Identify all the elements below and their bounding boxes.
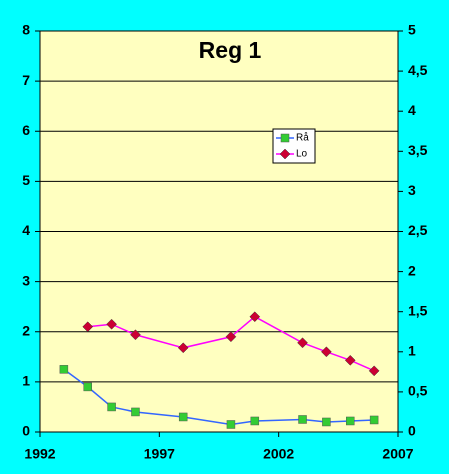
marker [250,416,260,426]
marker [107,402,116,412]
x-tick-label: 2007 [382,446,413,462]
y-tick-label: 0 [22,423,30,439]
y2-tick-label: 1 [408,343,416,359]
y-tick-label: 4 [22,222,30,238]
y2-tick-label: 3 [408,182,416,198]
y-tick-label: 2 [22,322,30,338]
x-tick-label: 1992 [24,446,55,462]
y-tick-label: 7 [22,72,30,88]
x-tick-label: 1997 [144,446,175,462]
y2-tick-label: 1,5 [408,302,428,318]
marker [225,331,237,343]
marker [322,417,331,427]
legend-label: Lo [296,149,308,160]
legend-box [272,128,316,164]
marker [346,416,355,426]
y-tick-label: 3 [22,272,30,288]
marker [83,382,92,392]
marker [106,318,117,330]
marker [368,365,380,377]
marker [177,342,189,354]
marker [130,329,141,341]
y2-tick-label: 2,5 [408,222,428,238]
marker [321,346,332,358]
x-tick-label: 2002 [263,446,294,462]
marker [131,407,140,417]
legend-label: Rå [296,132,309,144]
marker [226,420,236,429]
chart-title: Reg 1 [199,37,262,63]
marker [178,412,188,422]
legend-marker [279,148,291,160]
y2-tick-label: 0,5 [408,383,428,399]
marker [369,415,379,425]
y-tick-label: 8 [22,22,30,38]
y2-tick-label: 3,5 [408,142,428,158]
marker [82,321,94,333]
y2-tick-label: 4,5 [408,62,428,78]
marker [59,365,69,374]
series-line [87,315,375,372]
marker [249,311,261,323]
y2-tick-label: 4 [408,102,416,118]
marker [298,415,307,424]
y-tick-label: 6 [22,122,30,138]
y-tick-label: 1 [22,373,30,389]
y-tick-label: 5 [22,172,30,188]
y2-tick-label: 0 [408,423,416,439]
y2-tick-label: 5 [408,22,416,38]
marker [344,354,356,366]
legend-marker [280,133,290,143]
y2-tick-label: 2 [408,262,416,278]
marker [297,337,308,349]
